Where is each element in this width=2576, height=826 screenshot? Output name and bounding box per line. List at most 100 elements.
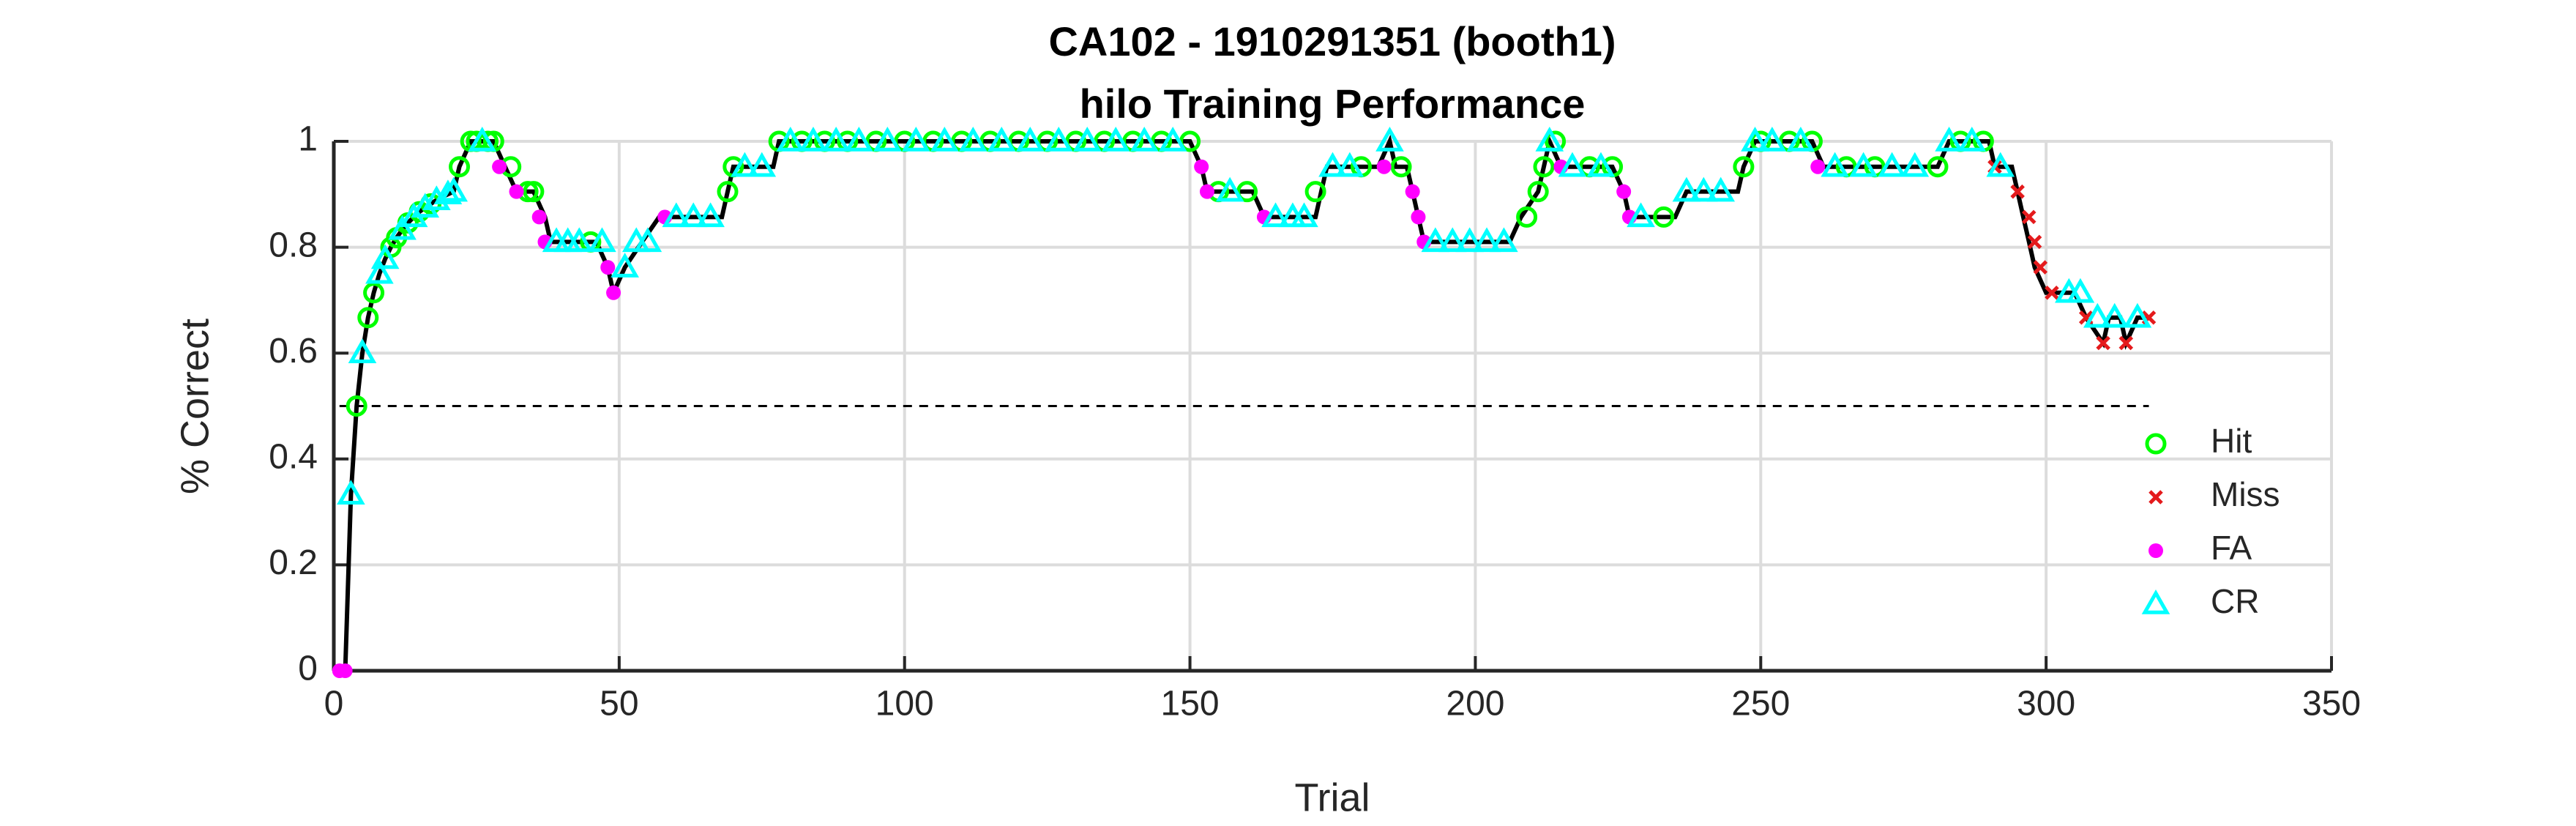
data-point <box>1455 227 1484 253</box>
data-point <box>1786 126 1815 152</box>
y-tick-label: 0.8 <box>269 226 318 264</box>
data-point <box>987 126 1016 152</box>
data-point <box>1558 152 1587 177</box>
data-point <box>731 152 759 177</box>
data-point <box>1438 227 1467 253</box>
data-point <box>606 285 621 300</box>
legend-marker <box>2141 589 2170 614</box>
x-tick-label: 250 <box>1731 685 1790 723</box>
data-point <box>1821 152 1849 177</box>
data-point <box>523 181 545 203</box>
x-axis-label: Trial <box>1295 775 1370 819</box>
data-point <box>1586 152 1616 177</box>
x-tick-label: 100 <box>876 685 934 723</box>
data-point <box>1935 126 1963 152</box>
data-point <box>845 126 873 152</box>
data-point <box>633 227 662 253</box>
data-point <box>2010 184 2025 199</box>
data-point <box>1304 181 1326 203</box>
data-point <box>2123 302 2152 328</box>
series-triangle <box>337 126 2152 505</box>
data-point <box>1318 152 1347 177</box>
data-point <box>776 126 805 152</box>
data-point <box>611 253 639 278</box>
data-point <box>2066 278 2095 303</box>
y-tick-label: 0 <box>298 650 318 688</box>
data-point <box>1927 156 1949 178</box>
data-point <box>346 395 367 417</box>
data-point <box>958 126 988 152</box>
data-point <box>411 193 440 218</box>
data-point <box>1849 152 1878 177</box>
legend-marker <box>2145 433 2167 455</box>
data-point <box>717 181 739 203</box>
data-point <box>363 282 385 304</box>
data-point <box>1672 176 1701 202</box>
data-point <box>1072 126 1102 152</box>
legend-label: Miss <box>2211 475 2280 513</box>
data-point <box>1335 152 1364 177</box>
data-point <box>1878 152 1906 177</box>
data-point <box>468 126 497 152</box>
data-point <box>588 227 616 253</box>
y-tick-label: 0.4 <box>269 437 318 476</box>
chart-subtitle: hilo Training Performance <box>1080 81 1586 127</box>
data-point <box>449 156 471 178</box>
x-tick-label: 150 <box>1161 685 1220 723</box>
x-tick-label: 50 <box>600 685 638 723</box>
data-point <box>492 159 507 174</box>
data-point <box>2083 302 2112 328</box>
data-point <box>930 126 959 152</box>
data-point <box>1490 227 1518 253</box>
data-point <box>2096 335 2110 351</box>
y-tick-label: 1 <box>298 120 318 159</box>
data-point <box>370 244 400 269</box>
legend-label: CR <box>2211 582 2259 620</box>
data-point <box>2100 302 2129 328</box>
data-point <box>1627 202 1655 228</box>
data-point <box>564 227 594 253</box>
legend-marker <box>2148 490 2163 505</box>
data-point <box>337 480 365 505</box>
data-point <box>439 176 468 202</box>
data-point <box>1533 156 1555 178</box>
data-point <box>1957 126 1987 152</box>
data-point <box>348 338 377 363</box>
legend-label: Hit <box>2211 422 2252 460</box>
x-tick-label: 0 <box>324 685 344 723</box>
data-point <box>1130 126 1159 152</box>
data-point <box>1015 126 1045 152</box>
data-point <box>337 663 353 678</box>
data-point <box>821 126 851 152</box>
data-point <box>1690 176 1718 202</box>
data-point <box>1758 126 1787 152</box>
data-point <box>902 126 930 152</box>
data-point <box>1194 159 1209 174</box>
data-point <box>1376 159 1392 174</box>
data-point <box>531 209 547 225</box>
data-point <box>1405 184 1420 199</box>
data-point <box>2027 234 2042 250</box>
data-point <box>1101 126 1130 152</box>
data-point <box>600 260 616 275</box>
data-point <box>662 202 691 228</box>
data-point <box>388 215 417 240</box>
data-point <box>1900 152 1930 177</box>
data-point <box>1411 209 1426 225</box>
data-point <box>1741 126 1769 152</box>
data-point <box>1616 184 1632 199</box>
x-tick-label: 200 <box>1446 685 1504 723</box>
data-point <box>873 126 902 152</box>
x-tick-label: 300 <box>2017 685 2075 723</box>
data-point <box>679 202 708 228</box>
data-point <box>365 258 394 284</box>
data-point <box>1810 159 1826 174</box>
data-point <box>1653 206 1675 228</box>
data-point <box>799 126 828 152</box>
series-dot <box>332 159 1826 678</box>
data-point <box>1733 156 1755 178</box>
data-point <box>1158 126 1187 152</box>
chart-title: CA102 - 1910291351 (booth1) <box>1048 18 1616 64</box>
y-axis-label: % Correct <box>173 319 217 494</box>
